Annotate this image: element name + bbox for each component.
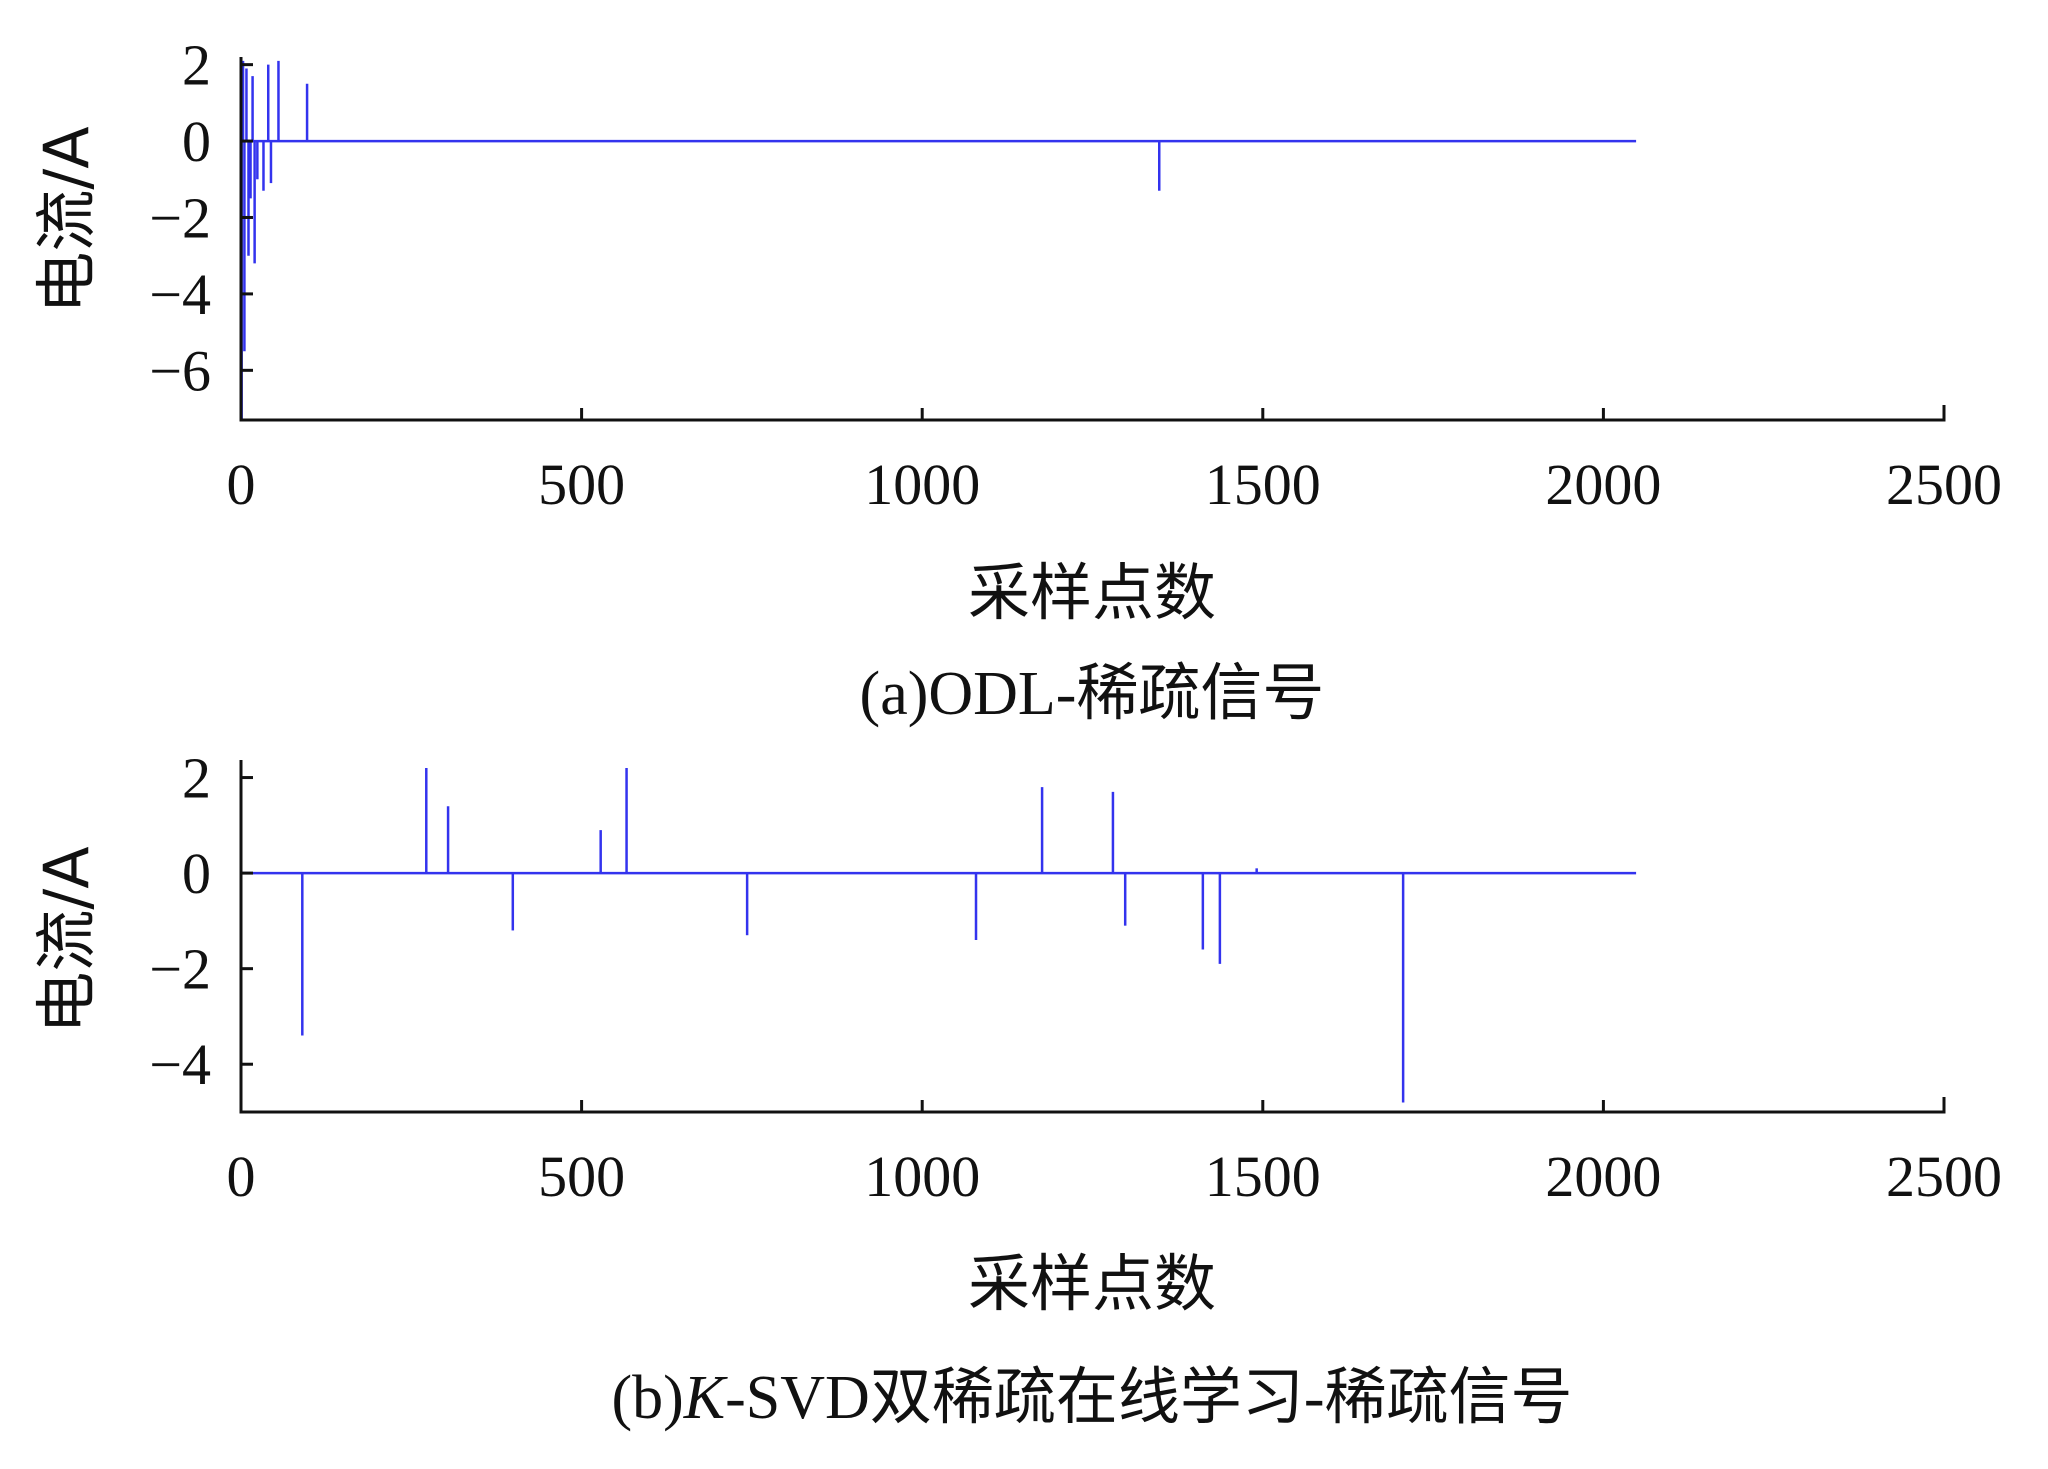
y-tick-label-a-0: 0 bbox=[182, 109, 211, 174]
panel-b: 0 500 1000 1500 2000 2500 2 0 −2 −4 采样点数 电流/A (b)… bbox=[30, 746, 2002, 1432]
x-tick-label-b-1500: 1500 bbox=[1205, 1144, 1321, 1209]
ylabel-b: 电流/A bbox=[30, 846, 103, 1033]
subtitle-b: (b)K-SVD双稀疏在线学习-稀疏信号 bbox=[612, 1364, 1573, 1432]
axes-frame-b bbox=[239, 760, 1946, 1114]
subtitle-a: (a)ODL-稀疏信号 bbox=[860, 660, 1325, 728]
x-tick-label-b-500: 500 bbox=[538, 1144, 625, 1209]
panel-a: 0 500 1000 1500 2000 2500 2 0 −2 −4 −6 采样点数 电流/A (… bbox=[30, 33, 2002, 728]
x-tick-label-a-0: 0 bbox=[227, 452, 256, 517]
y-tick-label-b-2: 2 bbox=[182, 746, 211, 811]
y-tick-label-a--4: −4 bbox=[149, 262, 211, 327]
xlabel-a: 采样点数 bbox=[968, 556, 1216, 629]
y-tick-label-a-2: 2 bbox=[182, 33, 211, 98]
ticks-a: 0 500 1000 1500 2000 2500 2 0 −2 −4 −6 bbox=[149, 33, 2002, 517]
x-tick-label-a-2500: 2500 bbox=[1886, 452, 2002, 517]
y-tick-label-a--2: −2 bbox=[149, 185, 211, 250]
plot-area-a bbox=[240, 60, 1637, 420]
subtitle-b-prefix: (b) bbox=[612, 1364, 684, 1432]
x-tick-label-a-500: 500 bbox=[538, 452, 625, 517]
x-tick-label-b-1000: 1000 bbox=[864, 1144, 980, 1209]
y-tick-label-b--2: −2 bbox=[149, 937, 211, 1002]
ylabel-a: 电流/A bbox=[30, 126, 103, 313]
x-tick-label-a-1000: 1000 bbox=[864, 452, 980, 517]
x-tick-label-a-1500: 1500 bbox=[1205, 452, 1321, 517]
y-tick-label-b--4: −4 bbox=[149, 1032, 211, 1097]
y-tick-label-a--6: −6 bbox=[149, 338, 211, 403]
x-tick-label-b-2000: 2000 bbox=[1545, 1144, 1661, 1209]
axes-frame-a bbox=[239, 57, 1946, 422]
plot-area-b bbox=[241, 768, 1637, 1103]
xlabel-b: 采样点数 bbox=[968, 1247, 1216, 1320]
subtitle-b-suffix: -SVD双稀疏在线学习-稀疏信号 bbox=[725, 1364, 1572, 1432]
x-tick-label-b-2500: 2500 bbox=[1886, 1144, 2002, 1209]
x-tick-label-a-2000: 2000 bbox=[1545, 452, 1661, 517]
subtitle-b-italic: K bbox=[683, 1364, 729, 1432]
x-tick-label-b-0: 0 bbox=[227, 1144, 256, 1209]
ticks-b: 0 500 1000 1500 2000 2500 2 0 −2 −4 bbox=[149, 746, 2002, 1209]
y-tick-label-b-0: 0 bbox=[182, 841, 211, 906]
